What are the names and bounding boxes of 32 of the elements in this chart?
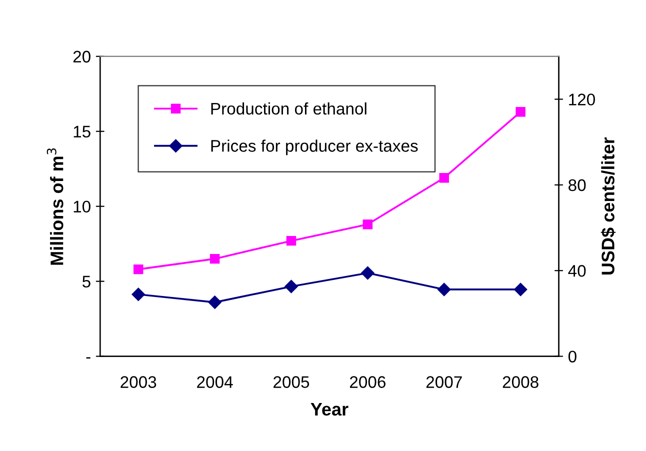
point [516, 107, 526, 117]
point [210, 254, 220, 264]
y2-tick-label: 80 [568, 179, 586, 192]
y-axis-title: Millions of m$^{3}$ [46, 148, 64, 265]
legend-label: Production of ethanol [211, 102, 366, 115]
y-tick-label: 20 [73, 50, 90, 63]
point [286, 236, 296, 246]
point [514, 282, 528, 296]
point [439, 172, 449, 183]
x-tick-label: 2006 [350, 376, 386, 388]
legend-label: Prices for producer ex-taxes [211, 140, 418, 156]
y2-tick-label: 0 [568, 350, 576, 362]
y-tick-label: 15 [74, 126, 90, 138]
point [132, 288, 145, 301]
y2-tick-label: 40 [568, 265, 586, 277]
x-axis-title: Year [310, 403, 348, 416]
y-tick-label: 10 [74, 200, 90, 213]
y-tick-label: 5 [82, 276, 90, 288]
y-tick-label: - [86, 357, 90, 359]
x-tick-label: 2008 [502, 376, 538, 388]
y2-axis-title: USD$ cents/liter [600, 137, 616, 274]
x-tick-label: 2004 [197, 376, 233, 388]
x-tick-label: 2007 [426, 376, 462, 388]
point [133, 264, 144, 274]
point [208, 296, 222, 309]
point [361, 266, 374, 280]
y2-tick-label: 120 [569, 94, 595, 106]
point [284, 280, 298, 294]
x-tick-label: 2003 [120, 376, 156, 388]
point [362, 219, 373, 230]
x-tick-label: 2005 [274, 376, 310, 388]
point [438, 282, 451, 296]
